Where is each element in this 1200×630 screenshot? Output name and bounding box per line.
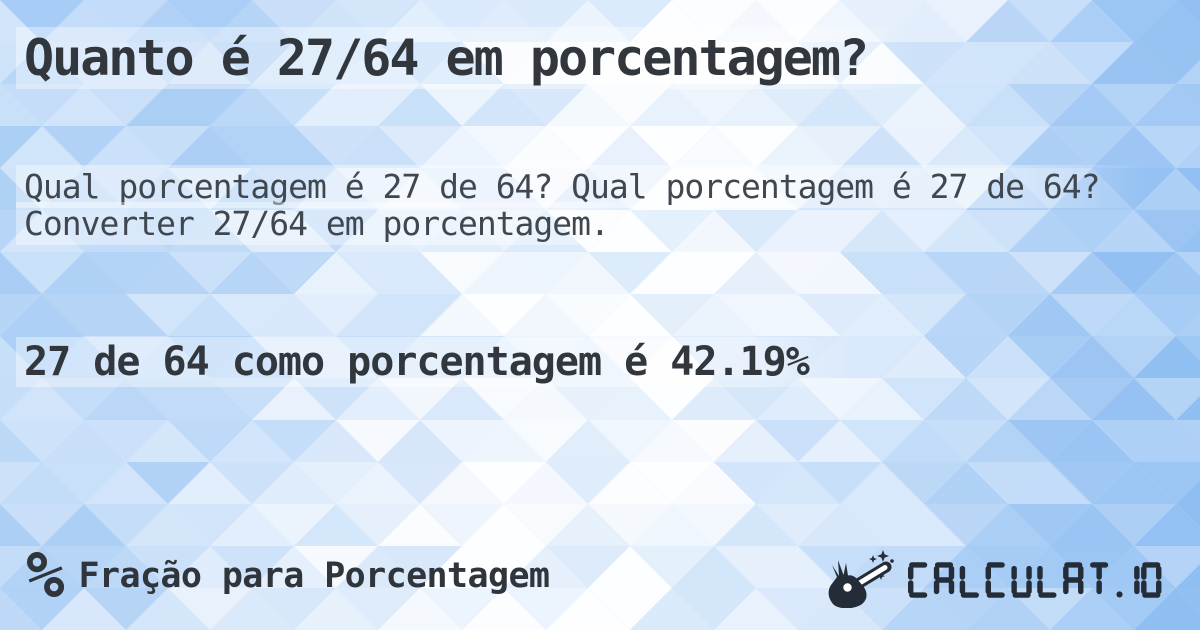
footer-category: % Fração para Porcentagem — [26, 539, 550, 613]
answer-heading: 27 de 64 como porcentagem é 42.19% — [16, 337, 1196, 387]
brand-wordmark — [908, 562, 1164, 598]
brand-logo — [824, 547, 1164, 613]
answer-heading-text: 27 de 64 como porcentagem é 42.19% — [16, 337, 855, 387]
page-title-text: Quanto é 27/64 em porcentagem? — [16, 27, 914, 89]
page-description: Qual porcentagem é 27 de 64? Qual porcen… — [16, 165, 1181, 245]
page-title: Quanto é 27/64 em porcentagem? — [16, 26, 1196, 91]
category-label: Fração para Porcentagem — [78, 556, 550, 596]
page-description-text: Qual porcentagem é 27 de 64? Qual porcen… — [16, 165, 1146, 245]
magic-wand-hand-icon — [824, 548, 900, 612]
percent-icon: % — [26, 539, 65, 613]
